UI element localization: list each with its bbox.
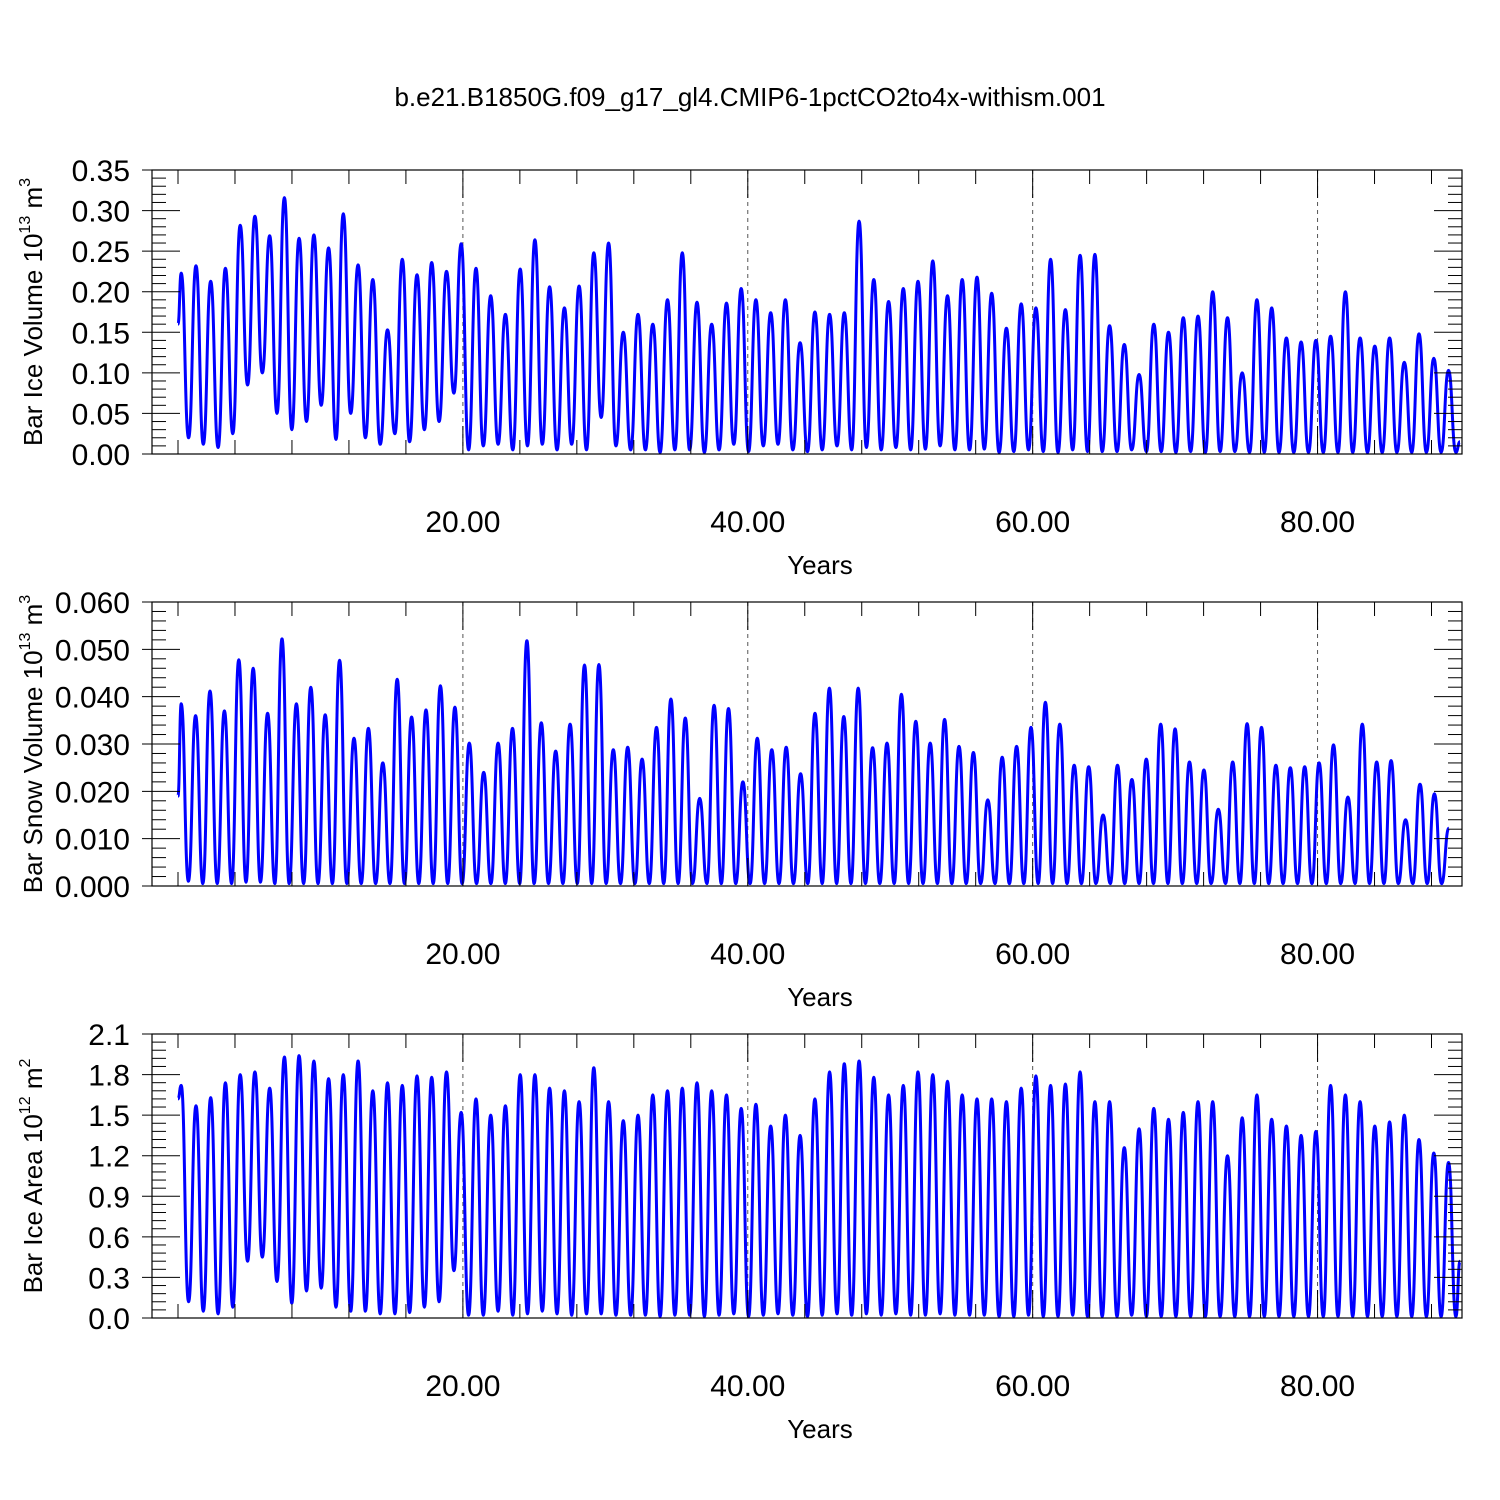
x-tick-label: 60.00 xyxy=(995,938,1070,971)
y-tick-label: 1.2 xyxy=(88,1141,130,1174)
panel-2: 0.000 0.010 0.020 0.030 0.040 0.050 0.060 20.00… xyxy=(17,587,1463,1012)
y-tick-label: 0.00 xyxy=(72,439,130,472)
y-tick-label: 0.060 xyxy=(55,587,130,620)
y-tick-label: 1.5 xyxy=(88,1100,130,1133)
y-axis-label: Bar Ice Area 1012 m2 xyxy=(17,1058,48,1293)
y-axis-label-exponent: 3 xyxy=(17,595,34,604)
y-tick-label: 0.05 xyxy=(72,398,130,431)
y-tick-label: 0.000 xyxy=(55,871,130,904)
y-tick-label: 0.050 xyxy=(55,634,130,667)
x-tick-label: 40.00 xyxy=(710,1370,785,1403)
y-axis-label-exponent: 13 xyxy=(17,216,34,234)
x-axis-label: Years xyxy=(787,982,853,1012)
y-axis-label-part: m xyxy=(18,187,48,216)
y-axis-label-part: Bar Ice Volume 10 xyxy=(18,234,48,446)
x-tick-label: 80.00 xyxy=(1280,938,1355,971)
series-line xyxy=(176,637,1451,886)
y-axis-label-part: Bar Ice Area 10 xyxy=(18,1114,48,1293)
y-tick-label: 0.040 xyxy=(55,682,130,715)
y-tick-label: 0.25 xyxy=(72,236,130,269)
y-tick-label: 0.030 xyxy=(55,729,130,762)
y-tick-label: 2.1 xyxy=(88,1019,130,1052)
x-tick-label: 80.00 xyxy=(1280,1370,1355,1403)
y-axis-label-part: m xyxy=(18,604,48,633)
y-tick-label: 0.10 xyxy=(72,358,130,391)
x-tick-label: 20.00 xyxy=(425,506,500,539)
plot-frame xyxy=(151,169,1463,455)
plot-frame xyxy=(151,1033,1463,1319)
y-tick-label: 0.20 xyxy=(72,277,130,310)
y-axis-label-part: m xyxy=(18,1067,48,1096)
y-tick-label: 1.8 xyxy=(88,1060,130,1093)
series-line xyxy=(176,1054,1462,1319)
y-tick-label: 0.020 xyxy=(55,776,130,809)
y-tick-label: 0.0 xyxy=(88,1303,130,1336)
y-axis-label-exponent: 12 xyxy=(17,1096,34,1114)
y-axis-label-part: Bar Snow Volume 10 xyxy=(18,650,48,893)
y-tick-label: 0.15 xyxy=(72,317,130,350)
y-tick-label: 0.35 xyxy=(72,155,130,188)
x-tick-label: 60.00 xyxy=(995,1370,1070,1403)
series-line xyxy=(176,196,1461,454)
y-tick-label: 0.3 xyxy=(88,1262,130,1295)
y-tick-label: 0.6 xyxy=(88,1222,130,1255)
x-tick-label: 60.00 xyxy=(995,506,1070,539)
x-tick-label: 80.00 xyxy=(1280,506,1355,539)
y-tick-label: 0.010 xyxy=(55,824,130,857)
panel-3: 0.0 0.3 0.6 0.9 1.2 1.5 1.8 2.1 20.00 40.00 60.00 8… xyxy=(17,1019,1463,1444)
x-axis-label: Years xyxy=(787,1414,853,1444)
x-tick-label: 20.00 xyxy=(425,1370,500,1403)
x-tick-label: 40.00 xyxy=(710,938,785,971)
y-tick-label: 0.30 xyxy=(72,196,130,229)
panel-1: 0.00 0.05 0.10 0.15 0.20 0.25 0.30 0.35 20.00 40.… xyxy=(17,155,1463,580)
x-axis-label: Years xyxy=(787,550,853,580)
x-tick-label: 40.00 xyxy=(710,506,785,539)
y-axis-label-exponent: 13 xyxy=(17,632,34,650)
y-axis-label-exponent: 3 xyxy=(17,178,34,187)
x-tick-label: 20.00 xyxy=(425,938,500,971)
y-tick-label: 0.9 xyxy=(88,1181,130,1214)
y-axis-label: Bar Snow Volume 1013 m3 xyxy=(17,595,48,894)
y-axis-label-exponent: 2 xyxy=(17,1058,34,1067)
y-axis-label: Bar Ice Volume 1013 m3 xyxy=(17,178,48,446)
chart-title: b.e21.B1850G.f09_g17_gl4.CMIP6-1pctCO2to… xyxy=(394,82,1105,112)
